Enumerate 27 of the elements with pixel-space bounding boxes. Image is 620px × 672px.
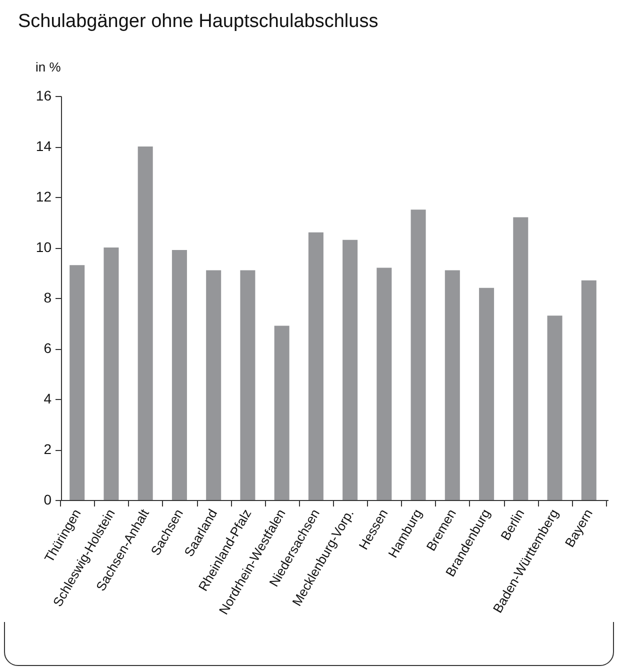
bar [240, 270, 256, 500]
bar [104, 248, 119, 500]
bar [172, 250, 187, 500]
y-tick-label: 6 [44, 340, 52, 356]
bar [479, 288, 494, 500]
y-tick-label: 4 [44, 390, 52, 406]
bar [70, 265, 85, 500]
bar [308, 232, 324, 500]
y-tick-label: 16 [36, 88, 52, 104]
bar [410, 210, 426, 500]
y-tick-label: 2 [44, 441, 52, 457]
y-tick-label: 10 [36, 239, 52, 255]
bar [274, 326, 290, 500]
y-tick-label: 14 [36, 138, 52, 154]
y-tick-label: 12 [36, 188, 52, 204]
bar [444, 270, 460, 500]
bar [376, 268, 392, 500]
bar [581, 280, 596, 500]
bar [342, 240, 358, 500]
bar [138, 146, 153, 500]
bar [206, 270, 222, 500]
bar [513, 217, 528, 500]
y-axis-title: in % [36, 60, 62, 74]
y-tick-label: 8 [44, 290, 52, 306]
y-tick-label: 0 [44, 492, 52, 508]
bar [547, 316, 562, 500]
chart-title: Schulabgänger ohne Hauptschulabschluss [18, 11, 378, 32]
